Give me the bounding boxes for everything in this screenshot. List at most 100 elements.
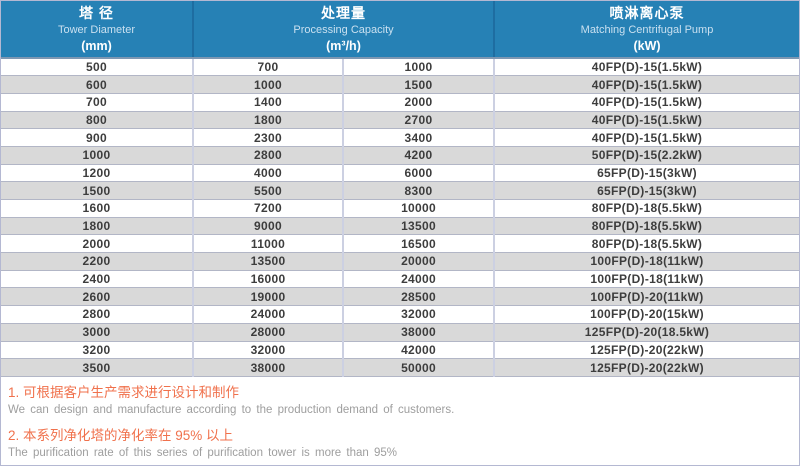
header-centrifugal-pump-unit: (kW) (633, 39, 661, 53)
capacity-min-cell: 13500 (192, 252, 343, 271)
tower-diameter-cell: 2000 (1, 234, 193, 253)
header-tower-diameter: 塔 径 Tower Diameter (mm) (1, 1, 193, 59)
capacity-min-cell: 16000 (192, 269, 343, 288)
capacity-max-cell: 50000 (342, 358, 494, 377)
tower-diameter-cell: 2200 (1, 252, 193, 271)
tower-diameter-cell: 700 (1, 92, 193, 112)
capacity-min-cell: 9000 (192, 216, 343, 235)
capacity-max-cell: 3400 (342, 128, 494, 147)
capacity-max-cell: 28500 (342, 287, 494, 306)
table-row: 900 2300 3400 40FP(D)-15(1.5kW) (1, 128, 799, 147)
spec-table-body: 500 700 1000 40FP(D)-15(1.5kW) 600 1000 1500 40… (1, 57, 799, 377)
table-row: 800 1800 2700 40FP(D)-15(1.5kW) (1, 110, 799, 129)
capacity-min-cell: 32000 (192, 340, 343, 359)
tower-diameter-cell: 1800 (1, 216, 193, 235)
header-tower-diameter-en: Tower Diameter (57, 24, 136, 36)
capacity-max-cell: 1000 (342, 57, 494, 76)
table-row: 2200 13500 20000 100FP(D)-18(11kW) (1, 252, 799, 271)
table-row: 2800 24000 32000 100FP(D)-20(15kW) (1, 305, 799, 324)
table-row: 2400 16000 24000 100FP(D)-18(11kW) (1, 269, 799, 288)
pump-model-cell: 65FP(D)-15(3kW) (493, 181, 799, 200)
tower-diameter-cell: 500 (1, 57, 193, 76)
capacity-max-cell: 16500 (342, 234, 494, 253)
capacity-max-cell: 2000 (342, 92, 494, 112)
table-row: 3000 28000 38000 125FP(D)-20(18.5kW) (1, 322, 799, 341)
capacity-max-cell: 20000 (342, 252, 494, 271)
capacity-min-cell: 4000 (192, 163, 343, 182)
pump-model-cell: 40FP(D)-15(1.5kW) (493, 128, 799, 147)
capacity-max-cell: 42000 (342, 340, 494, 359)
pump-model-cell: 40FP(D)-15(1.5kW) (493, 92, 799, 112)
pump-model-cell: 100FP(D)-18(11kW) (493, 252, 799, 271)
tower-diameter-cell: 3500 (1, 358, 193, 377)
tower-diameter-cell: 1500 (1, 181, 193, 200)
notes-section: 1. 可根据客户生产需求进行设计和制作 We can design and ma… (1, 377, 799, 461)
header-processing-capacity-unit: (m³/h) (326, 39, 361, 53)
table-row: 600 1000 1500 40FP(D)-15(1.5kW) (1, 75, 799, 94)
header-processing-capacity-zh: 处理量 (321, 5, 366, 21)
table-row: 2000 11000 16500 80FP(D)-18(5.5kW) (1, 234, 799, 253)
tower-diameter-cell: 1000 (1, 145, 193, 165)
table-row: 1200 4000 6000 65FP(D)-15(3kW) (1, 163, 799, 182)
pump-model-cell: 80FP(D)-18(5.5kW) (493, 216, 799, 235)
table-row: 700 1400 2000 40FP(D)-15(1.5kW) (1, 92, 799, 112)
pump-model-cell: 100FP(D)-20(11kW) (493, 287, 799, 306)
tower-diameter-cell: 1600 (1, 199, 193, 218)
capacity-min-cell: 2800 (192, 145, 343, 165)
capacity-min-cell: 11000 (192, 234, 343, 253)
header-tower-diameter-unit: (mm) (81, 39, 112, 53)
pump-model-cell: 40FP(D)-15(1.5kW) (493, 110, 799, 129)
capacity-max-cell: 2700 (342, 110, 494, 129)
tower-diameter-cell: 3200 (1, 340, 193, 359)
capacity-max-cell: 8300 (342, 181, 494, 200)
pump-model-cell: 65FP(D)-15(3kW) (493, 163, 799, 182)
note-1-zh: 1. 可根据客户生产需求进行设计和制作 (8, 384, 240, 400)
tower-diameter-cell: 1200 (1, 163, 193, 182)
pump-model-cell: 80FP(D)-18(5.5kW) (493, 234, 799, 253)
tower-diameter-cell: 900 (1, 128, 193, 147)
header-tower-diameter-zh: 塔 径 (79, 5, 114, 21)
tower-diameter-cell: 800 (1, 110, 193, 129)
capacity-max-cell: 1500 (342, 75, 494, 94)
capacity-min-cell: 1800 (192, 110, 343, 129)
table-row: 1000 2800 4200 50FP(D)-15(2.2kW) (1, 145, 799, 165)
note-1-en: We can design and manufacture according … (8, 403, 455, 416)
header-centrifugal-pump-en: Matching Centrifugal Pump (580, 24, 714, 36)
capacity-max-cell: 6000 (342, 163, 494, 182)
note-2-en: The purification rate of this series of … (8, 446, 397, 459)
header-row: 塔 径 Tower Diameter (mm) 处理量 Processing C… (1, 1, 799, 59)
table-row: 1800 9000 13500 80FP(D)-18(5.5kW) (1, 216, 799, 235)
header-centrifugal-pump-zh: 喷淋离心泵 (609, 5, 685, 21)
note-2-zh: 2. 本系列净化塔的净化率在 95% 以上 (8, 427, 234, 443)
tower-diameter-cell: 2800 (1, 305, 193, 324)
table-row: 500 700 1000 40FP(D)-15(1.5kW) (1, 57, 799, 76)
table-row: 3200 32000 42000 125FP(D)-20(22kW) (1, 340, 799, 359)
pump-model-cell: 100FP(D)-18(11kW) (493, 269, 799, 288)
capacity-min-cell: 28000 (192, 322, 343, 341)
spec-table-header: 塔 径 Tower Diameter (mm) 处理量 Processing C… (1, 1, 799, 59)
tower-diameter-cell: 3000 (1, 322, 193, 341)
pump-model-cell: 80FP(D)-18(5.5kW) (493, 199, 799, 218)
capacity-min-cell: 5500 (192, 181, 343, 200)
capacity-max-cell: 24000 (342, 269, 494, 288)
tower-diameter-cell: 2600 (1, 287, 193, 306)
capacity-min-cell: 700 (192, 57, 343, 76)
header-centrifugal-pump: 喷淋离心泵 Matching Centrifugal Pump (kW) (493, 1, 799, 59)
capacity-min-cell: 38000 (192, 358, 343, 377)
table-row: 2600 19000 28500 100FP(D)-20(11kW) (1, 287, 799, 306)
capacity-min-cell: 2300 (192, 128, 343, 147)
capacity-min-cell: 1400 (192, 92, 343, 112)
spec-table: 塔 径 Tower Diameter (mm) 处理量 Processing C… (1, 1, 799, 377)
table-row: 1600 7200 10000 80FP(D)-18(5.5kW) (1, 199, 799, 218)
table-row: 3500 38000 50000 125FP(D)-20(22kW) (1, 358, 799, 377)
capacity-min-cell: 24000 (192, 305, 343, 324)
pump-model-cell: 125FP(D)-20(18.5kW) (493, 322, 799, 341)
capacity-max-cell: 32000 (342, 305, 494, 324)
capacity-max-cell: 13500 (342, 216, 494, 235)
pump-model-cell: 50FP(D)-15(2.2kW) (493, 145, 799, 165)
tower-diameter-cell: 2400 (1, 269, 193, 288)
pump-model-cell: 125FP(D)-20(22kW) (493, 340, 799, 359)
table-row: 1500 5500 8300 65FP(D)-15(3kW) (1, 181, 799, 200)
tower-diameter-cell: 600 (1, 75, 193, 94)
